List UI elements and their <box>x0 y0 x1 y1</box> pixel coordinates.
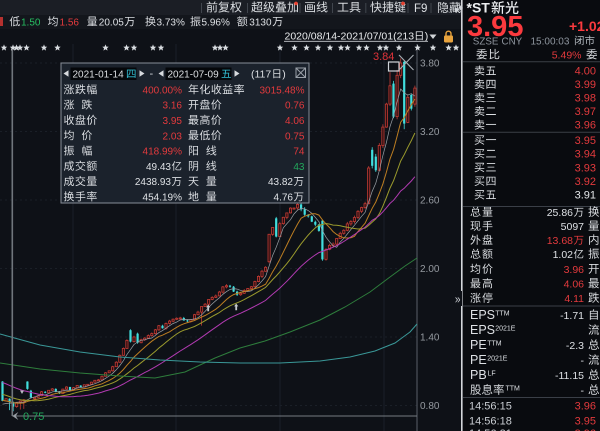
svg-text:3.96: 3.96 <box>575 120 596 132</box>
svg-text:-1.71: -1.71 <box>560 310 584 322</box>
svg-text:4.11: 4.11 <box>564 293 584 305</box>
svg-text:PE: PE <box>470 338 487 352</box>
svg-text:TTM: TTM <box>506 385 521 392</box>
svg-text:5.96%: 5.96% <box>202 17 230 28</box>
svg-text:2020/08/14-2021/07/01(213: 2020/08/14-2021/07/01(213 <box>285 31 415 43</box>
svg-text:4.06: 4.06 <box>285 116 305 127</box>
svg-text:14:56:15: 14:56:15 <box>469 400 512 412</box>
svg-text:0.80: 0.80 <box>420 401 440 412</box>
svg-text:3.96: 3.96 <box>575 428 596 431</box>
svg-text:-11.15: -11.15 <box>555 370 584 382</box>
svg-text:3.93: 3.93 <box>575 162 596 174</box>
svg-text:-: - <box>581 355 585 367</box>
svg-text:5.49%: 5.49% <box>552 50 582 62</box>
svg-text:): ) <box>425 31 429 43</box>
svg-text:CNY: CNY <box>502 36 523 47</box>
svg-text:3130: 3130 <box>249 17 272 28</box>
svg-text:3.97: 3.97 <box>575 106 596 118</box>
svg-text:3.95: 3.95 <box>575 135 596 147</box>
svg-text:EPS: EPS <box>470 323 495 337</box>
svg-text:3.96: 3.96 <box>564 264 585 276</box>
svg-text:3.20: 3.20 <box>420 127 440 138</box>
svg-text:(117: (117 <box>251 69 271 81</box>
svg-text:4.06: 4.06 <box>564 278 585 290</box>
svg-text:3.84: 3.84 <box>373 51 394 63</box>
svg-text:3015.48%: 3015.48% <box>259 85 304 96</box>
svg-text:454.19%: 454.19% <box>143 193 183 204</box>
svg-text:400.00%: 400.00% <box>143 85 183 96</box>
svg-text:3.96: 3.96 <box>575 400 596 412</box>
svg-text:+1.02: +1.02 <box>569 18 600 34</box>
svg-text:15:00:03: 15:00:03 <box>531 36 570 47</box>
svg-text:-: - <box>150 68 154 80</box>
svg-text:1.56: 1.56 <box>60 17 80 28</box>
svg-text:-: - <box>581 385 585 397</box>
svg-text:3.16: 3.16 <box>163 101 183 112</box>
svg-text:3.92: 3.92 <box>575 176 596 188</box>
svg-text:2.60: 2.60 <box>420 196 440 207</box>
svg-text:-2.3: -2.3 <box>566 340 584 352</box>
svg-text:2021-07-09: 2021-07-09 <box>168 70 220 81</box>
svg-text:3.95: 3.95 <box>163 116 183 127</box>
svg-text:): ) <box>282 69 286 81</box>
svg-text:EPS: EPS <box>470 308 495 322</box>
svg-text:0.75: 0.75 <box>23 411 44 423</box>
svg-text:3.98: 3.98 <box>575 93 596 105</box>
svg-text:4.76: 4.76 <box>274 193 294 204</box>
svg-text:*ST: *ST <box>467 0 491 16</box>
svg-text:25.86: 25.86 <box>547 207 573 219</box>
svg-text:PE: PE <box>470 353 487 367</box>
svg-text:PB: PB <box>470 368 487 382</box>
svg-text:3.99: 3.99 <box>575 79 596 91</box>
svg-text:2438.93: 2438.93 <box>135 177 172 188</box>
svg-text:43: 43 <box>293 162 305 173</box>
svg-text:TTM: TTM <box>487 340 502 347</box>
svg-text:4.00: 4.00 <box>575 66 596 78</box>
svg-text:SZSE: SZSE <box>473 36 499 47</box>
svg-text:14:56:21: 14:56:21 <box>469 428 512 431</box>
svg-text:0.75: 0.75 <box>285 131 305 142</box>
svg-text:43.82: 43.82 <box>268 177 293 188</box>
svg-text:3.73%: 3.73% <box>157 17 185 28</box>
svg-text:418.99%: 418.99% <box>143 147 183 158</box>
svg-text:14:56:18: 14:56:18 <box>469 415 512 427</box>
svg-text:2.03: 2.03 <box>163 131 183 142</box>
svg-text:0.76: 0.76 <box>285 101 305 112</box>
svg-text:5097: 5097 <box>561 221 585 233</box>
svg-text:1.02: 1.02 <box>553 249 574 261</box>
svg-text:3.95: 3.95 <box>467 11 523 43</box>
svg-text:74: 74 <box>293 147 305 158</box>
svg-text:2021-01-14: 2021-01-14 <box>73 70 125 81</box>
svg-text:13.68: 13.68 <box>547 235 573 247</box>
svg-text:TTM: TTM <box>495 310 510 317</box>
svg-text:3.94: 3.94 <box>575 149 596 161</box>
svg-text:3.91: 3.91 <box>575 190 596 202</box>
svg-text:1.40: 1.40 <box>420 333 440 344</box>
svg-text:49.43: 49.43 <box>146 162 171 173</box>
svg-text:1.50: 1.50 <box>21 17 41 28</box>
svg-text:3.80: 3.80 <box>420 59 440 70</box>
svg-text:F9: F9 <box>414 3 427 15</box>
svg-text:2.00: 2.00 <box>420 264 440 275</box>
svg-text:20.05: 20.05 <box>99 17 124 28</box>
svg-text:LF: LF <box>488 370 496 377</box>
svg-text:2021E: 2021E <box>487 355 508 362</box>
svg-text:2021E: 2021E <box>495 325 516 332</box>
svg-text:3.95: 3.95 <box>575 415 596 427</box>
